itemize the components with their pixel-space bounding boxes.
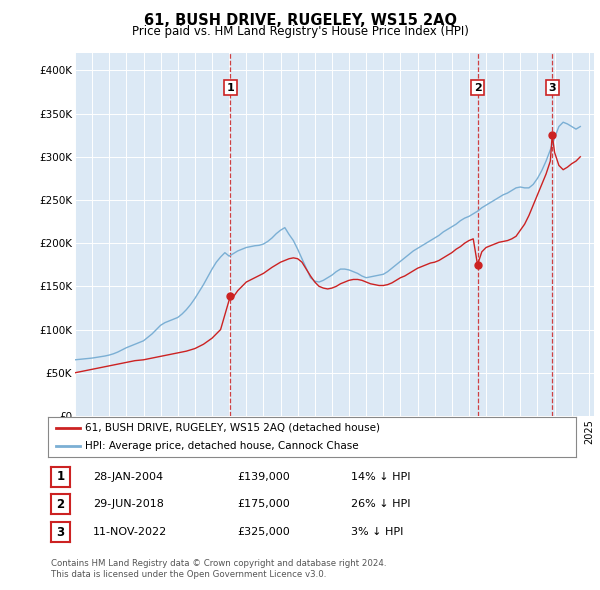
Text: 2: 2 <box>473 83 481 93</box>
Text: £139,000: £139,000 <box>237 472 290 481</box>
Text: 61, BUSH DRIVE, RUGELEY, WS15 2AQ: 61, BUSH DRIVE, RUGELEY, WS15 2AQ <box>143 13 457 28</box>
Text: 1: 1 <box>226 83 234 93</box>
Text: £175,000: £175,000 <box>237 500 290 509</box>
Text: 28-JAN-2004: 28-JAN-2004 <box>93 472 163 481</box>
Text: £325,000: £325,000 <box>237 527 290 537</box>
Text: 11-NOV-2022: 11-NOV-2022 <box>93 527 167 537</box>
Text: 1: 1 <box>56 470 65 483</box>
Text: 61, BUSH DRIVE, RUGELEY, WS15 2AQ (detached house): 61, BUSH DRIVE, RUGELEY, WS15 2AQ (detac… <box>85 423 380 433</box>
Text: 29-JUN-2018: 29-JUN-2018 <box>93 500 164 509</box>
Text: 3% ↓ HPI: 3% ↓ HPI <box>351 527 403 537</box>
Text: Price paid vs. HM Land Registry's House Price Index (HPI): Price paid vs. HM Land Registry's House … <box>131 25 469 38</box>
Text: Contains HM Land Registry data © Crown copyright and database right 2024.: Contains HM Land Registry data © Crown c… <box>51 559 386 568</box>
Text: 14% ↓ HPI: 14% ↓ HPI <box>351 472 410 481</box>
Text: HPI: Average price, detached house, Cannock Chase: HPI: Average price, detached house, Cann… <box>85 441 359 451</box>
Text: 3: 3 <box>56 526 65 539</box>
Text: 26% ↓ HPI: 26% ↓ HPI <box>351 500 410 509</box>
Text: 3: 3 <box>548 83 556 93</box>
Text: 2: 2 <box>56 498 65 511</box>
Text: This data is licensed under the Open Government Licence v3.0.: This data is licensed under the Open Gov… <box>51 571 326 579</box>
